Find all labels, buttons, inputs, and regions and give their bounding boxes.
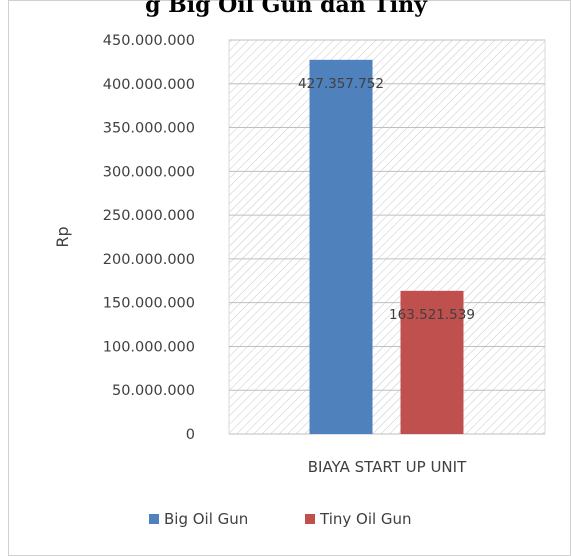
gridlines	[229, 39, 545, 435]
y-tick-label: 300.000.000	[103, 164, 195, 180]
y-tick-label: 50.000.000	[112, 383, 195, 399]
bar-tiny-oil-gun	[400, 290, 464, 434]
chart-title-fragment: g Big Oil Gun dan Tiny	[145, 0, 428, 18]
plot-area	[228, 39, 546, 435]
y-tick-label: 450.000.000	[103, 33, 195, 49]
legend-swatch-big-oil-gun	[149, 514, 159, 524]
data-label-big-oil-gun: 427.357.752	[298, 76, 384, 92]
y-tick-label: 150.000.000	[103, 296, 195, 312]
y-axis-ticks: 0 50.000.000 100.000.000 150.000.000 200.000…	[103, 33, 195, 443]
data-labels: 427.357.752 163.521.539	[298, 76, 475, 323]
y-tick-label: 200.000.000	[103, 252, 195, 268]
y-tick-label: 250.000.000	[103, 208, 195, 224]
x-category-label: BIAYA START UP UNIT	[308, 458, 467, 476]
data-label-tiny-oil-gun: 163.521.539	[389, 307, 475, 323]
legend-label-tiny-oil-gun: Tiny Oil Gun	[319, 510, 412, 528]
legend: Big Oil Gun Tiny Oil Gun	[149, 510, 412, 528]
bars	[309, 59, 464, 434]
bar-big-oil-gun	[309, 59, 373, 434]
legend-label-big-oil-gun: Big Oil Gun	[164, 510, 248, 528]
y-tick-label: 400.000.000	[103, 77, 195, 93]
y-tick-label: 0	[186, 427, 195, 443]
legend-swatch-tiny-oil-gun	[305, 514, 315, 524]
y-tick-label: 350.000.000	[103, 121, 195, 137]
y-axis-label: Rp	[53, 226, 72, 247]
y-tick-label: 100.000.000	[103, 339, 195, 355]
